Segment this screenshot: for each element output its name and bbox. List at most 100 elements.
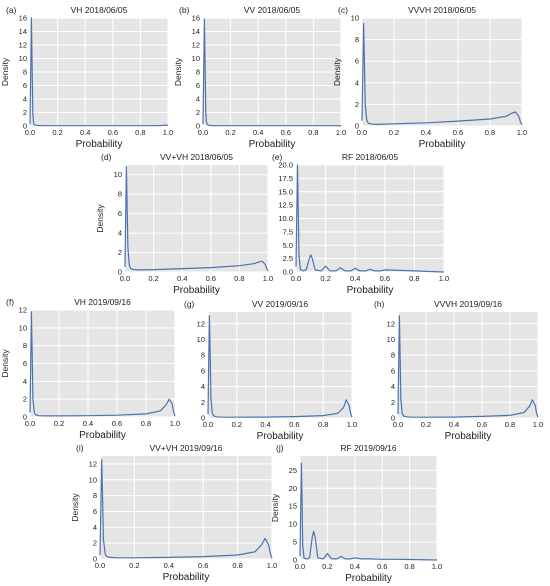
y-axis-label: Density [173, 57, 183, 86]
plot-background [100, 456, 272, 559]
panel-label: (e) [272, 152, 283, 162]
x-tick-label: 0.2 [225, 128, 235, 137]
y-tick-label: 8 [355, 35, 359, 44]
x-axis-label: Probability [79, 430, 126, 441]
chart-panel: 0.0 0.2 0.4 0.6 0.8 1.0 0 2 4 6 8 10 12 (f) VH 2019/09… [0, 297, 180, 441]
y-tick-label: 20.0 [278, 161, 293, 170]
x-tick-label: 1.0 [439, 274, 449, 283]
chart-panel: 0.0 0.2 0.4 0.6 0.8 1.0 0 2 4 6 8 10 12 (h) VVVH 2019/… [374, 299, 543, 442]
panel-title: VV 2018/06/05 [244, 5, 301, 15]
y-tick-label: 10 [19, 54, 27, 63]
chart-panel: 0.0 0.2 0.4 0.6 0.8 1.0 0.0 2.5 5.0 7.5 10.0 12.5 15… [272, 152, 449, 296]
y-tick-label: 6 [355, 57, 359, 66]
x-tick-label: 0.8 [404, 562, 414, 571]
density-line [29, 311, 176, 417]
x-tick-label: 0.4 [177, 274, 187, 283]
y-tick-label: 4 [93, 523, 97, 532]
panel-label: (h) [374, 299, 385, 309]
x-tick-label: 1.0 [432, 562, 442, 571]
panel-label: (b) [179, 5, 190, 15]
y-tick-label: 20 [289, 484, 297, 493]
density-line [397, 315, 539, 418]
panel-label: (c) [338, 5, 348, 15]
x-tick-label: 0.0 [95, 561, 105, 570]
y-tick-label: 10 [197, 335, 205, 344]
x-tick-label: 0.0 [295, 562, 305, 571]
x-tick-label: 0.2 [52, 128, 62, 137]
x-axis-label: Probability [163, 572, 210, 583]
y-tick-label: 2 [23, 108, 27, 117]
panel-title: RF 2019/09/16 [340, 443, 397, 453]
y-tick-label: 10 [89, 475, 97, 484]
y-axis-label: Density [332, 57, 342, 86]
x-tick-label: 0.4 [164, 561, 174, 570]
y-tick-label: 10.0 [278, 214, 293, 223]
x-tick-label: 0.2 [129, 561, 139, 570]
y-tick-label: 10 [192, 54, 200, 63]
x-tick-label: 0.6 [289, 420, 299, 429]
panel-title: VH 2019/09/16 [74, 297, 131, 307]
y-tick-label: 0 [293, 556, 297, 565]
density-line [29, 17, 169, 127]
panel-title: VV+VH 2018/06/05 [160, 152, 233, 162]
x-axis-label: Probability [249, 139, 296, 150]
y-tick-label: 0 [201, 414, 205, 423]
y-tick-label: 15.0 [278, 187, 293, 196]
x-tick-label: 0.2 [389, 128, 399, 137]
y-tick-label: 15 [289, 502, 297, 511]
y-tick-label: 14 [19, 27, 27, 36]
x-tick-label: 0.4 [260, 420, 270, 429]
y-tick-label: 12.5 [278, 201, 293, 210]
y-tick-label: 6 [391, 366, 395, 375]
chart-panel: 0.0 0.2 0.4 0.6 0.8 1.0 0 2 4 6 8 10 12 (i) VV+VH 2019… [70, 443, 277, 583]
y-tick-label: 0.0 [283, 268, 293, 277]
x-tick-label: 0.4 [449, 420, 459, 429]
y-tick-label: 4 [23, 377, 27, 386]
y-tick-label: 2.5 [283, 254, 293, 263]
y-tick-label: 12 [192, 41, 200, 50]
chart-panel: 0.0 0.2 0.4 0.6 0.8 1.0 0 5 10 15 20 25 (j) RF 2019/0… [270, 443, 442, 584]
panel-title: VVVH 2019/09/16 [434, 299, 502, 309]
x-tick-label: 0.6 [477, 420, 487, 429]
y-tick-label: 5.0 [283, 241, 293, 250]
x-tick-label: 1.0 [170, 419, 180, 428]
x-tick-label: 1.0 [336, 128, 346, 137]
x-tick-label: 0.0 [291, 274, 301, 283]
x-tick-label: 0.2 [232, 420, 242, 429]
chart-panel: 0.0 0.2 0.4 0.6 0.8 1.0 0 2 4 6 8 10 12 14 16(a) VH 201… [0, 5, 173, 150]
y-tick-label: 6 [118, 209, 122, 218]
panel-label: (g) [184, 299, 195, 309]
y-axis-label: Density [95, 204, 105, 233]
x-tick-label: 0.8 [232, 561, 242, 570]
y-tick-label: 2 [201, 398, 205, 407]
x-tick-label: 0.0 [198, 128, 208, 137]
x-tick-label: 0.6 [377, 562, 387, 571]
x-tick-label: 0.2 [148, 274, 158, 283]
y-tick-label: 4 [355, 78, 359, 87]
x-axis-label: Probability [173, 285, 220, 296]
panel-title: VV+VH 2019/09/16 [149, 443, 222, 453]
chart-panel: 0.0 0.2 0.4 0.6 0.8 1.0 0 2 4 6 8 10 12 (g) VV 2019/09… [184, 299, 357, 442]
y-tick-label: 8 [118, 190, 122, 199]
x-tick-label: 0.6 [380, 274, 390, 283]
x-axis-label: Probability [419, 139, 466, 150]
y-tick-label: 5 [293, 538, 297, 547]
y-tick-label: 8 [196, 68, 200, 77]
density-line [99, 459, 273, 559]
y-tick-label: 2 [93, 539, 97, 548]
y-tick-label: 12 [89, 459, 97, 468]
density-line [299, 462, 438, 561]
y-axis-label: Density [0, 57, 10, 86]
plot-background [208, 312, 352, 418]
x-axis-label: Probability [445, 431, 492, 442]
x-tick-label: 0.8 [234, 274, 244, 283]
panel-title: VV 2019/09/16 [252, 299, 309, 309]
y-tick-label: 2 [391, 398, 395, 407]
x-tick-label: 0.8 [485, 128, 495, 137]
y-tick-label: 6 [201, 366, 205, 375]
y-tick-label: 0 [23, 413, 27, 422]
panel-label: (f) [6, 297, 14, 307]
x-axis-label: Probability [76, 139, 123, 150]
y-tick-label: 7.5 [283, 227, 293, 236]
x-tick-label: 1.0 [263, 274, 273, 283]
